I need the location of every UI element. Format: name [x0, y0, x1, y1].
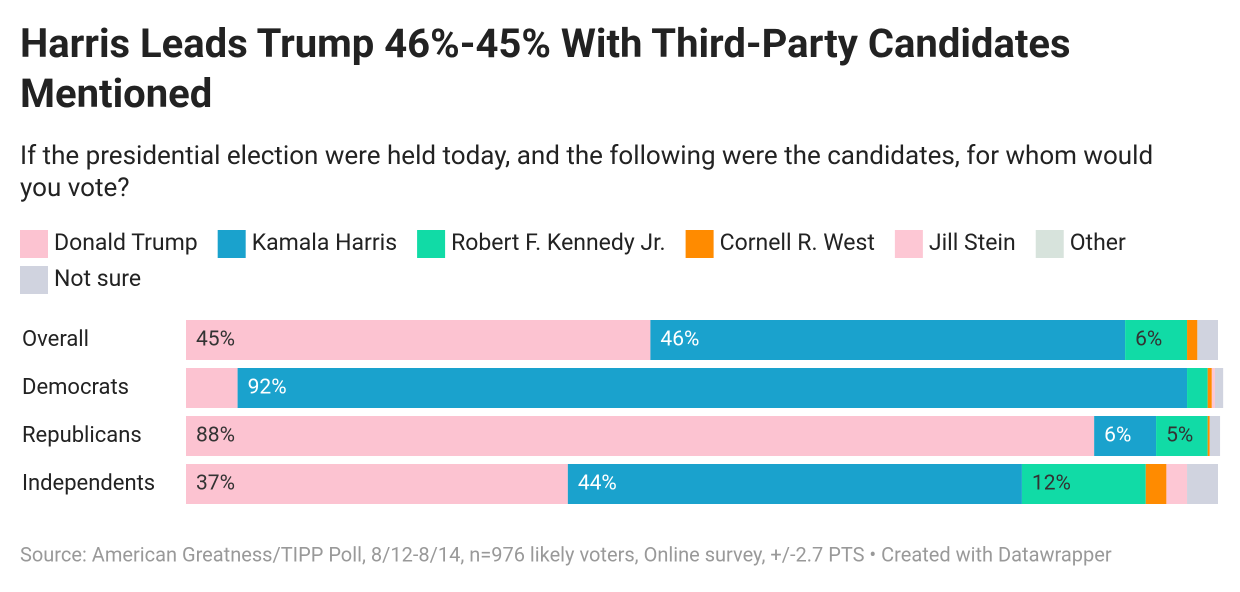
row-label: Independents — [22, 471, 155, 496]
bar-segment — [1125, 320, 1188, 360]
data-label: 5% — [1166, 424, 1193, 448]
chart-subtitle: If the presidential election were held t… — [20, 141, 1153, 203]
data-label: 6% — [1104, 424, 1131, 448]
legend-swatch — [20, 266, 48, 294]
bar-segment — [1187, 464, 1218, 504]
legend-swatch — [1035, 230, 1064, 258]
bar-segment — [186, 320, 651, 360]
data-label: 46% — [660, 328, 699, 352]
legend-swatch — [685, 230, 714, 258]
data-label: 88% — [196, 424, 235, 448]
legend-swatch — [894, 230, 923, 258]
bar-segment — [1094, 416, 1157, 456]
data-label: 37% — [196, 472, 235, 496]
bar-segment — [1187, 320, 1198, 360]
bar-segment — [1207, 368, 1212, 408]
data-label: 12% — [1032, 472, 1071, 496]
legend-label: Not sure — [54, 265, 141, 292]
bar-segment — [1211, 368, 1215, 408]
bar-segment — [1209, 416, 1221, 456]
legend-label: Donald Trump — [54, 229, 198, 256]
bar-segment — [650, 320, 1126, 360]
data-label: 44% — [578, 472, 617, 496]
row-label: Overall — [22, 327, 89, 352]
legend-label: Jill Stein — [929, 229, 1016, 256]
source-note: Source: American Greatness/TIPP Poll, 8/… — [20, 542, 1112, 566]
bar-segment — [1166, 464, 1188, 504]
legend-label: Cornell R. West — [720, 229, 875, 256]
bar-segment — [237, 368, 1188, 408]
bar-segment — [1156, 416, 1208, 456]
chart-title: Harris Leads Trump 46%-45% With Third-Pa… — [20, 20, 1071, 117]
bar-segment — [1197, 320, 1218, 360]
legend-swatch — [217, 230, 246, 258]
legend-label: Other — [1070, 229, 1126, 256]
bar-segment — [186, 368, 238, 408]
bar-segment — [1207, 416, 1210, 456]
bar-segment — [1145, 464, 1167, 504]
row-label: Democrats — [22, 375, 129, 400]
bar-segment — [1187, 368, 1208, 408]
bar-segment — [186, 464, 568, 504]
legend-label: Kamala Harris — [252, 229, 397, 256]
legend-swatch — [20, 230, 48, 258]
bar-segment — [567, 464, 1022, 504]
row-label: Republicans — [22, 423, 142, 448]
data-label: 6% — [1135, 328, 1162, 352]
legend-label: Robert F. Kennedy Jr. — [451, 229, 666, 256]
data-label: 45% — [196, 328, 235, 352]
data-label: 92% — [248, 376, 287, 400]
bar-segment — [1021, 464, 1146, 504]
bar-segment — [1214, 368, 1224, 408]
bar-segment — [186, 416, 1095, 456]
legend-swatch — [417, 230, 446, 258]
